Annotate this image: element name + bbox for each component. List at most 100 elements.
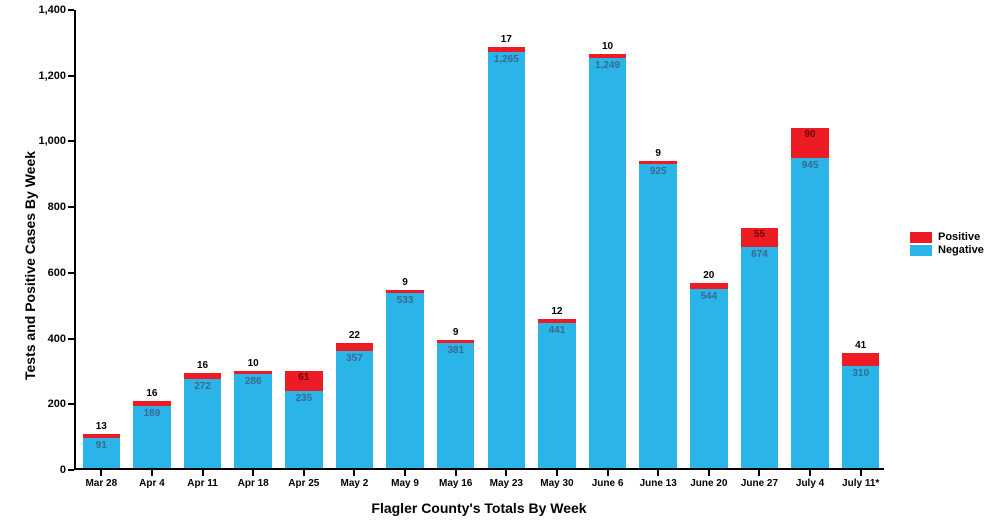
bar-segment-positive	[83, 434, 120, 438]
x-tick-mark	[151, 470, 153, 476]
x-tick-label: May 16	[439, 478, 472, 489]
bar-group: 31041	[842, 353, 879, 468]
x-tick-mark	[657, 470, 659, 476]
bar-segment-negative	[538, 323, 575, 468]
legend-swatch	[910, 232, 932, 243]
y-tick-label: 1,200	[38, 70, 76, 82]
bar-group: 35722	[336, 343, 373, 468]
bar-segment-positive	[133, 401, 170, 406]
bar-group: 1,26517	[488, 47, 525, 468]
bar-value-negative: 544	[690, 291, 727, 302]
x-tick-mark	[708, 470, 710, 476]
bar-value-positive: 20	[690, 270, 727, 281]
bar-value-negative: 235	[285, 393, 322, 404]
bar-group: 9259	[639, 161, 676, 468]
bar-value-negative: 945	[791, 160, 828, 171]
bar-segment-positive	[639, 161, 676, 164]
x-tick-mark	[353, 470, 355, 476]
x-tick-label: July 4	[796, 478, 824, 489]
legend-label: Negative	[938, 244, 984, 256]
x-tick-label: Apr 4	[139, 478, 165, 489]
x-axis-title: Flagler County's Totals By Week	[371, 500, 586, 516]
bar-group: 44112	[538, 319, 575, 468]
x-tick-label: Apr 25	[288, 478, 319, 489]
bar-group: 67455	[741, 228, 778, 468]
bar-value-negative: 189	[133, 408, 170, 419]
bar-segment-negative	[234, 374, 271, 468]
bar-value-positive: 61	[285, 372, 322, 383]
bar-segment-negative	[842, 366, 879, 468]
legend-label: Positive	[938, 231, 980, 243]
bar-segment-positive	[538, 319, 575, 323]
y-tick-label: 600	[48, 267, 76, 279]
bar-segment-positive	[386, 290, 423, 293]
bar-value-positive: 13	[83, 421, 120, 432]
x-tick-mark	[455, 470, 457, 476]
x-tick-label: Apr 11	[187, 478, 218, 489]
x-tick-label: June 20	[690, 478, 727, 489]
bar-segment-positive	[336, 343, 373, 350]
x-tick-label: June 27	[741, 478, 778, 489]
bar-value-positive: 16	[133, 388, 170, 399]
bar-value-positive: 22	[336, 330, 373, 341]
bar-value-negative: 533	[386, 295, 423, 306]
legend: PositiveNegative	[910, 230, 984, 257]
x-tick-label: June 6	[592, 478, 624, 489]
bar-segment-negative	[741, 247, 778, 468]
y-tick-label: 1,400	[38, 4, 76, 16]
bar-value-positive: 41	[842, 340, 879, 351]
bar-value-positive: 16	[184, 360, 221, 371]
bar-group: 945 90	[791, 128, 828, 468]
bar-segment-negative	[690, 289, 727, 468]
legend-item: Positive	[910, 231, 984, 243]
bar-value-positive: 17	[488, 34, 525, 45]
y-tick-label: 0	[60, 464, 76, 476]
bar-segment-negative	[336, 351, 373, 468]
x-tick-mark	[556, 470, 558, 476]
bar-segment-negative	[488, 52, 525, 468]
y-tick-label: 400	[48, 333, 76, 345]
bar-value-negative: 286	[234, 376, 271, 387]
bar-value-positive: 12	[538, 306, 575, 317]
y-tick-label: 200	[48, 398, 76, 410]
bar-value-positive: 9	[386, 277, 423, 288]
bar-group: 5339	[386, 290, 423, 468]
bar-segment-negative	[589, 58, 626, 468]
bar-value-negative: 925	[639, 166, 676, 177]
y-axis-title: Tests and Positive Cases By Week	[22, 151, 38, 380]
x-tick-mark	[404, 470, 406, 476]
bar-value-negative: 310	[842, 368, 879, 379]
bar-segment-positive	[690, 283, 727, 290]
bar-segment-positive	[184, 373, 221, 378]
x-tick-mark	[252, 470, 254, 476]
bar-value-positive: 9	[639, 148, 676, 159]
legend-item: Negative	[910, 244, 984, 256]
bar-group: 235 61	[285, 371, 322, 468]
bar-value-positive: 10	[234, 358, 271, 369]
bar-value-negative: 1,265	[488, 54, 525, 65]
plot-area: 02004006008001,0001,2001,400Mar 289113Ap…	[74, 10, 884, 470]
bar-value-negative: 381	[437, 345, 474, 356]
bar-value-negative: 441	[538, 325, 575, 336]
bar-group: 27216	[184, 373, 221, 468]
y-tick-label: 800	[48, 201, 76, 213]
bar-segment-negative	[184, 379, 221, 468]
y-tick-label: 1,000	[38, 135, 76, 147]
bar-value-negative: 674	[741, 249, 778, 260]
bar-group: 1,24910	[589, 54, 626, 468]
bar-group: 54420	[690, 283, 727, 468]
x-tick-label: July 11*	[842, 478, 879, 489]
bar-value-positive: 90	[791, 129, 828, 140]
legend-swatch	[910, 245, 932, 256]
bar-group: 28610	[234, 371, 271, 468]
x-tick-label: May 9	[391, 478, 419, 489]
bar-segment-negative	[791, 158, 828, 469]
x-tick-mark	[303, 470, 305, 476]
bar-value-positive: 10	[589, 41, 626, 52]
bar-segment-positive	[842, 353, 879, 366]
bar-value-negative: 1,249	[589, 60, 626, 71]
chart-container: 02004006008001,0001,2001,400Mar 289113Ap…	[0, 0, 1000, 521]
bar-value-negative: 357	[336, 353, 373, 364]
bar-segment-negative	[386, 293, 423, 468]
x-tick-mark	[809, 470, 811, 476]
